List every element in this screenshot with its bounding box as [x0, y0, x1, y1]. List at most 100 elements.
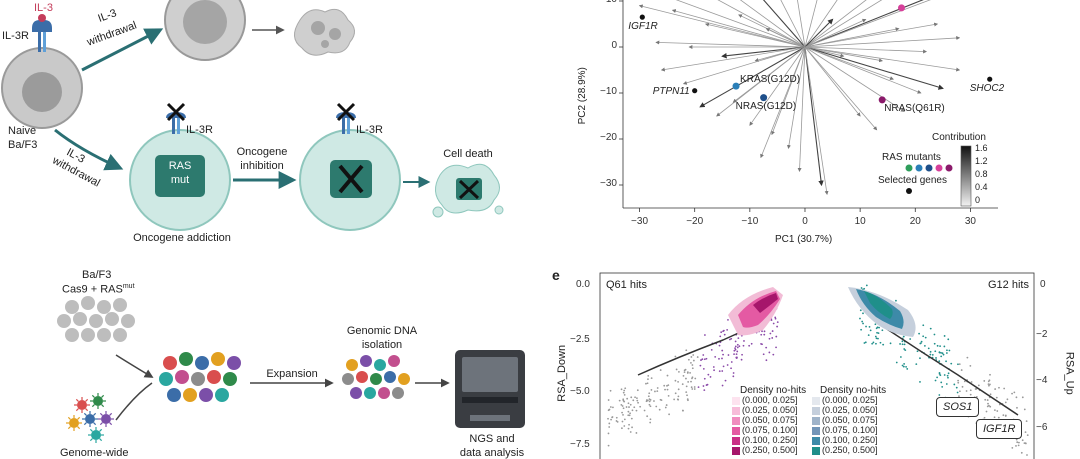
rsa-point-g12	[956, 391, 959, 394]
rsa-point-q61	[690, 356, 693, 358]
selected-genes-legend-label: Selected genes	[878, 175, 947, 186]
baf3-cell	[97, 300, 111, 314]
rsa-point-q61	[722, 365, 725, 368]
oncogene-addiction-label: Oncogene addiction	[133, 232, 231, 244]
rsa-point-q61	[667, 394, 670, 397]
density-bin-label: (0.250, 0.500]	[742, 445, 798, 455]
rsa-point-g12	[877, 337, 879, 340]
il3-receptor-icon	[32, 14, 52, 52]
loading-vector	[804, 0, 883, 48]
rsa-point-g12	[1011, 392, 1013, 395]
rsa-point-q61	[666, 374, 669, 377]
rsa-point-g12	[970, 381, 973, 383]
rsa-point-q61	[687, 381, 690, 383]
y-axis-label: PC2 (28.9%)	[576, 67, 588, 125]
rsa-point-q61	[629, 412, 631, 415]
rsa-point-g12	[878, 326, 880, 329]
loading-vector	[638, 4, 806, 48]
transduced-cell	[211, 352, 225, 366]
rsa-point-q61	[732, 375, 735, 378]
rsa-point-q61	[677, 388, 680, 391]
loading-vector	[797, 0, 806, 48]
rsa-point-g12	[961, 385, 964, 388]
rsa-point-g12	[1026, 454, 1028, 456]
transduced-cell	[227, 356, 241, 370]
naive-label-1: Naive	[8, 125, 37, 137]
rsa-point-g12	[865, 325, 867, 328]
rsa-point-q61	[761, 343, 763, 346]
rsa-point-g12	[861, 320, 864, 323]
density-swatch-q61	[732, 397, 740, 405]
loading-vector	[804, 0, 818, 48]
sequencer-icon	[455, 350, 525, 428]
rsa-point-g12	[953, 383, 956, 386]
blocked-receptor-icon	[166, 102, 186, 134]
rsa-point-q61	[775, 346, 777, 349]
x-tick-label: −20	[686, 216, 704, 227]
rsa-left-tick: −7.5	[570, 439, 590, 450]
expanded-cell	[370, 373, 382, 385]
loading-vector	[804, 18, 867, 48]
igf1r-callout: IGF1R	[976, 419, 1023, 439]
rsa-point-q61	[730, 367, 732, 370]
rsa-point-g12	[946, 349, 948, 352]
selected-gene-point	[639, 14, 645, 20]
rsa-point-g12	[918, 332, 920, 335]
rsa-point-g12	[929, 350, 932, 353]
rsa-point-q61	[621, 427, 623, 430]
density-swatch-q61	[732, 447, 740, 455]
rsa-point-g12	[901, 343, 904, 346]
expanded-cell	[378, 387, 390, 399]
rsa-point-q61	[694, 377, 697, 380]
rsa-point-g12	[947, 376, 949, 379]
rsa-point-q61	[738, 345, 741, 348]
rsa-point-q61	[656, 387, 659, 389]
rsa-point-q61	[690, 361, 692, 364]
rsa-point-g12	[1020, 451, 1023, 454]
loading-vector	[804, 22, 939, 48]
rsa-point-g12	[943, 374, 946, 376]
ras-mutant-point	[760, 94, 768, 102]
rsa-point-q61	[627, 410, 630, 413]
rsa-point-q61	[774, 317, 777, 320]
rsa-point-q61	[700, 359, 702, 361]
baf3-cell	[121, 314, 135, 328]
rsa-point-g12	[860, 328, 863, 331]
rsa-point-g12	[957, 381, 960, 384]
rsa-point-q61	[736, 343, 739, 346]
rsa-point-q61	[643, 409, 646, 412]
library-virus-cluster	[66, 393, 114, 443]
rsa-point-g12	[957, 363, 959, 366]
rsa-point-q61	[630, 417, 633, 420]
virus-spike	[91, 404, 95, 408]
rsa-point-q61	[722, 330, 724, 333]
y-tick-label: 0	[611, 40, 617, 51]
kras-q61r-label: KRAS(Q61R)	[899, 0, 959, 1]
loading-vector	[804, 0, 924, 48]
selected-gene-legend-dot	[906, 188, 912, 194]
rsa-point-g12	[1025, 420, 1028, 423]
virus-spike	[77, 416, 81, 420]
rsa-point-q61	[768, 337, 771, 340]
rsa-point-q61	[626, 397, 629, 400]
rsa-point-g12	[903, 343, 906, 346]
il3-label: IL-3	[34, 2, 53, 14]
rsa-right-tick: −6	[1036, 422, 1048, 433]
virus-spike	[85, 408, 89, 412]
cas9-sup: mut	[122, 283, 135, 290]
rsa-point-g12	[924, 336, 927, 339]
virus-spike	[109, 422, 113, 426]
rsa-point-g12	[909, 338, 912, 340]
rsa-point-g12	[1023, 408, 1026, 411]
x-tick-label: 0	[802, 216, 808, 227]
loading-vector	[804, 0, 931, 48]
rsa-point-g12	[988, 384, 990, 387]
rsa-point-g12	[955, 386, 958, 389]
rsa-point-g12	[1021, 396, 1024, 399]
pca-chart	[619, 0, 998, 212]
baf3-label: Ba/F3	[82, 269, 112, 281]
g12-hits-label: G12 hits	[988, 279, 1029, 291]
rsa-point-q61	[687, 358, 690, 361]
pca-points	[639, 4, 993, 104]
rsa-point-q61	[718, 370, 721, 373]
